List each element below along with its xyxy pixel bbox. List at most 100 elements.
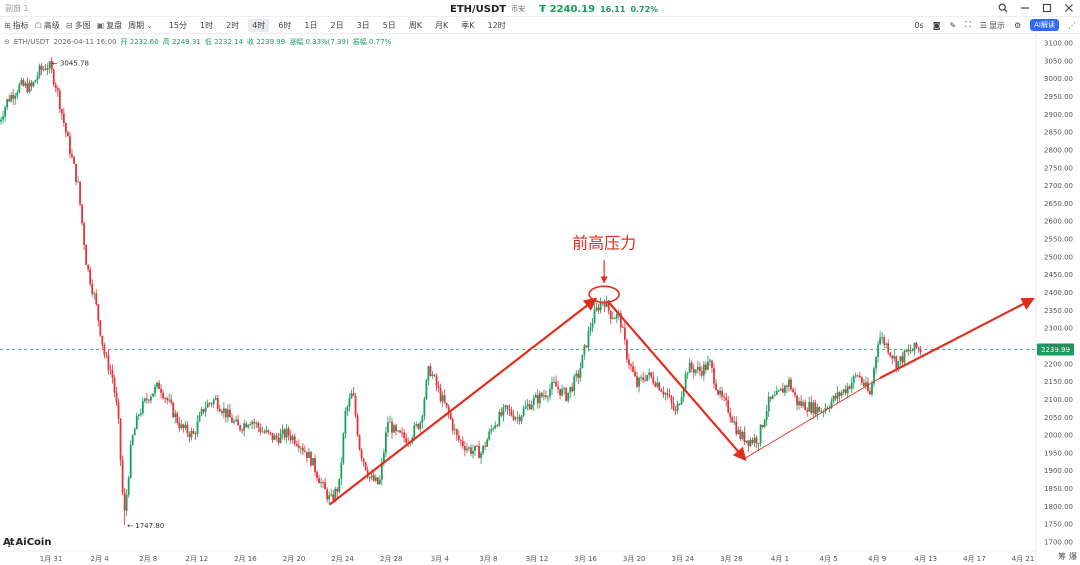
candle-up: [551, 381, 553, 390]
candle-down: [224, 408, 227, 418]
timeframe-3d[interactable]: 3日: [356, 21, 370, 30]
advanced-button[interactable]: ☖ 高级: [35, 20, 60, 31]
timeframe-12h[interactable]: 12时: [487, 21, 506, 30]
timeframe-4h[interactable]: 4时: [248, 19, 270, 32]
share-icon[interactable]: ⋰: [1068, 20, 1076, 30]
candle-up: [466, 448, 468, 451]
price-chart[interactable]: 2239.99 ← 3045.78 ← 1747.80 前高压力 3100.00 305…: [0, 34, 1080, 565]
candle-up: [431, 374, 434, 376]
candle-up: [93, 293, 96, 295]
timeframe-15m[interactable]: 15分: [168, 21, 188, 30]
candle-up: [865, 382, 867, 387]
camera-icon[interactable]: ◙: [932, 20, 941, 30]
timeframe-1d[interactable]: 1日: [304, 21, 318, 30]
candle-down: [856, 375, 859, 377]
candle-up: [498, 412, 501, 426]
candle-down: [401, 432, 404, 434]
restore-icon[interactable]: [1041, 2, 1052, 13]
candle-up: [569, 386, 572, 393]
candle-down: [565, 388, 568, 401]
candle-up: [812, 402, 815, 413]
candle-up: [881, 337, 884, 338]
candle-down: [597, 307, 600, 311]
candle-down: [216, 398, 219, 409]
candle-up: [504, 405, 507, 407]
candle-up: [490, 429, 493, 432]
legend-low: 低 2232.14: [204, 38, 244, 46]
candle-up: [334, 488, 337, 501]
legend-settings-icon[interactable]: ⊝: [4, 38, 10, 46]
candle-down: [445, 402, 448, 407]
candle-up: [265, 430, 268, 433]
candle-down: [838, 392, 841, 396]
candle-up: [378, 479, 381, 485]
candle-down: [915, 342, 918, 348]
settings-icon[interactable]: ⚙: [1013, 20, 1022, 30]
candle-down: [437, 386, 440, 389]
candle-down: [484, 445, 487, 447]
y-tick-label: 1750.00: [1044, 521, 1073, 529]
candle-down: [607, 300, 610, 311]
candle-down: [630, 364, 632, 367]
candle-down: [747, 440, 750, 446]
candle-up: [200, 409, 203, 415]
pair-name[interactable]: ETH/USDT: [450, 3, 507, 15]
candle-up: [143, 398, 146, 402]
candle-down: [715, 383, 717, 390]
candle-up: [227, 409, 229, 418]
candle-down: [628, 359, 630, 365]
candle-down: [52, 69, 55, 85]
candle-down: [457, 435, 460, 441]
y-tick-label: 2450.00: [1044, 271, 1073, 279]
logo-text: AiCoin: [15, 537, 52, 548]
candle-down: [731, 417, 734, 423]
candle-up: [733, 421, 736, 423]
candle-up: [10, 95, 13, 102]
indicator-button[interactable]: ⊞ 指标: [4, 20, 29, 31]
legend-time: 2026-04-11 16:00: [53, 38, 117, 46]
multi-chart-button[interactable]: ⊟ 多图: [66, 20, 91, 31]
timeframe-2h[interactable]: 2时: [226, 21, 240, 30]
pen-icon[interactable]: ✎: [949, 20, 957, 30]
timeframe-1h[interactable]: 1时: [200, 21, 214, 30]
timeframe-6h[interactable]: 6时: [278, 21, 292, 30]
trend-line: [744, 377, 881, 459]
ai-interpret-button[interactable]: AI解读: [1030, 19, 1059, 31]
candle-up: [129, 444, 132, 478]
replay-icon: ▣: [96, 21, 105, 30]
chips-button[interactable]: 筹: [1058, 552, 1066, 561]
candle-down: [545, 395, 547, 397]
y-tick-label: 2000.00: [1044, 432, 1073, 440]
timeframe-quarter[interactable]: 季K: [461, 21, 475, 30]
x-tick-label: 3月 4: [431, 555, 450, 563]
fullscreen-icon[interactable]: ⛶: [965, 20, 971, 29]
liquidation-button[interactable]: 爆: [1069, 552, 1077, 561]
candle-up: [561, 388, 564, 396]
close-icon[interactable]: [1063, 2, 1074, 13]
candle-down: [336, 488, 339, 492]
candle-up: [480, 453, 482, 459]
countdown-label: 0s: [914, 20, 924, 30]
candle-up: [24, 83, 27, 86]
timeframe-5d[interactable]: 5日: [382, 21, 396, 30]
candle-up: [777, 390, 780, 392]
candle-down: [455, 429, 458, 436]
minimize-icon[interactable]: [1019, 2, 1030, 13]
y-tick-label: 2800.00: [1044, 146, 1073, 154]
timeframe-week[interactable]: 周K: [408, 21, 423, 30]
candle-down: [670, 396, 673, 403]
candle-down: [476, 445, 478, 447]
period-dropdown[interactable]: 周期 ⌄: [128, 20, 153, 31]
display-button[interactable]: ☰ 显示: [980, 20, 1005, 31]
candle-down: [508, 409, 511, 411]
timeframe-month[interactable]: 月K: [435, 21, 449, 30]
candle-up: [249, 423, 252, 426]
candle-down: [644, 379, 647, 381]
review-button[interactable]: ▣ 复盘: [97, 20, 123, 31]
candle-down: [700, 371, 703, 376]
timeframe-2d[interactable]: 2日: [330, 21, 344, 30]
ohlc-legend: ⊝ ETH/USDT 2026-04-11 16:00 开 2232.60 高 …: [4, 37, 391, 47]
search-icon[interactable]: [997, 2, 1008, 13]
candle-down: [654, 383, 657, 387]
candle-down: [50, 61, 53, 70]
